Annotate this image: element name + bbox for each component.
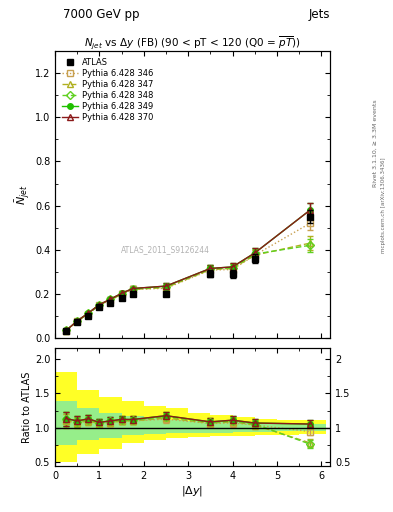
Text: Rivet 3.1.10, ≥ 3.3M events: Rivet 3.1.10, ≥ 3.3M events [373, 99, 378, 187]
Text: mcplots.cern.ch [arXiv:1306.3436]: mcplots.cern.ch [arXiv:1306.3436] [381, 157, 386, 252]
Y-axis label: Ratio to ATLAS: Ratio to ATLAS [22, 371, 32, 443]
Y-axis label: $\bar{N}_{jet}$: $\bar{N}_{jet}$ [13, 184, 32, 205]
Text: Jets: Jets [309, 8, 330, 22]
Text: 7000 GeV pp: 7000 GeV pp [63, 8, 140, 22]
Title: $N_{jet}$ vs $\Delta y$ (FB) (90 < pT < 120 (Q0 = $\overline{pT}$)): $N_{jet}$ vs $\Delta y$ (FB) (90 < pT < … [84, 34, 301, 51]
X-axis label: |$\Delta y$|: |$\Delta y$| [182, 483, 204, 498]
Legend: ATLAS, Pythia 6.428 346, Pythia 6.428 347, Pythia 6.428 348, Pythia 6.428 349, P: ATLAS, Pythia 6.428 346, Pythia 6.428 34… [59, 55, 156, 125]
Text: ATLAS_2011_S9126244: ATLAS_2011_S9126244 [121, 245, 209, 254]
